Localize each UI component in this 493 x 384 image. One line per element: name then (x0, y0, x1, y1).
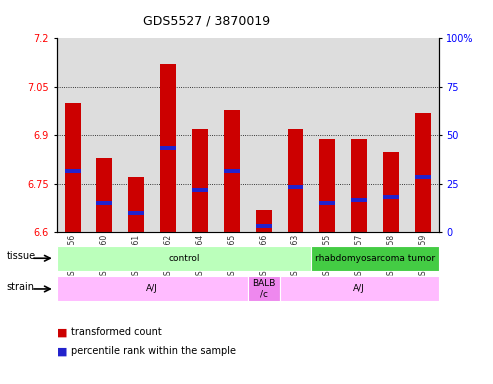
Bar (256, 210, 272, 232)
Bar (415, 113, 431, 232)
Bar (192, 129, 208, 232)
Bar (57, 276, 247, 301)
Bar (97, 158, 112, 232)
Bar (247, 38, 280, 232)
Bar (184, 38, 216, 232)
Bar (407, 38, 439, 232)
Bar (319, 201, 335, 205)
Text: BALB
/c: BALB /c (252, 279, 275, 299)
Text: percentile rank within the sample: percentile rank within the sample (71, 346, 237, 356)
Bar (65, 169, 80, 173)
Bar (351, 198, 367, 202)
Bar (312, 38, 343, 232)
Bar (224, 109, 240, 232)
Text: control: control (168, 254, 200, 263)
Text: transformed count: transformed count (71, 327, 162, 337)
Bar (247, 276, 280, 301)
Bar (415, 175, 431, 179)
Bar (192, 188, 208, 192)
Text: A/J: A/J (146, 285, 158, 293)
Bar (280, 38, 312, 232)
Bar (287, 185, 304, 189)
Bar (319, 139, 335, 232)
Bar (152, 38, 184, 232)
Bar (287, 129, 304, 232)
Bar (312, 246, 439, 271)
Bar (375, 38, 407, 232)
Bar (160, 146, 176, 151)
Bar (120, 38, 152, 232)
Bar (57, 38, 89, 232)
Bar (57, 246, 312, 271)
Bar (383, 195, 399, 199)
Bar (160, 64, 176, 232)
Bar (65, 103, 80, 232)
Bar (351, 139, 367, 232)
Bar (383, 152, 399, 232)
Bar (256, 224, 272, 228)
Bar (128, 177, 144, 232)
Text: tissue: tissue (6, 251, 35, 261)
Bar (280, 276, 439, 301)
Text: ■: ■ (57, 327, 67, 337)
Text: strain: strain (6, 282, 35, 292)
Text: rhabdomyosarcoma tumor: rhabdomyosarcoma tumor (315, 254, 435, 263)
Bar (97, 201, 112, 205)
Text: ■: ■ (57, 346, 67, 356)
Bar (224, 169, 240, 173)
Text: A/J: A/J (353, 285, 365, 293)
Bar (89, 38, 120, 232)
Bar (128, 211, 144, 215)
Text: GDS5527 / 3870019: GDS5527 / 3870019 (143, 15, 271, 28)
Bar (216, 38, 247, 232)
Bar (343, 38, 375, 232)
